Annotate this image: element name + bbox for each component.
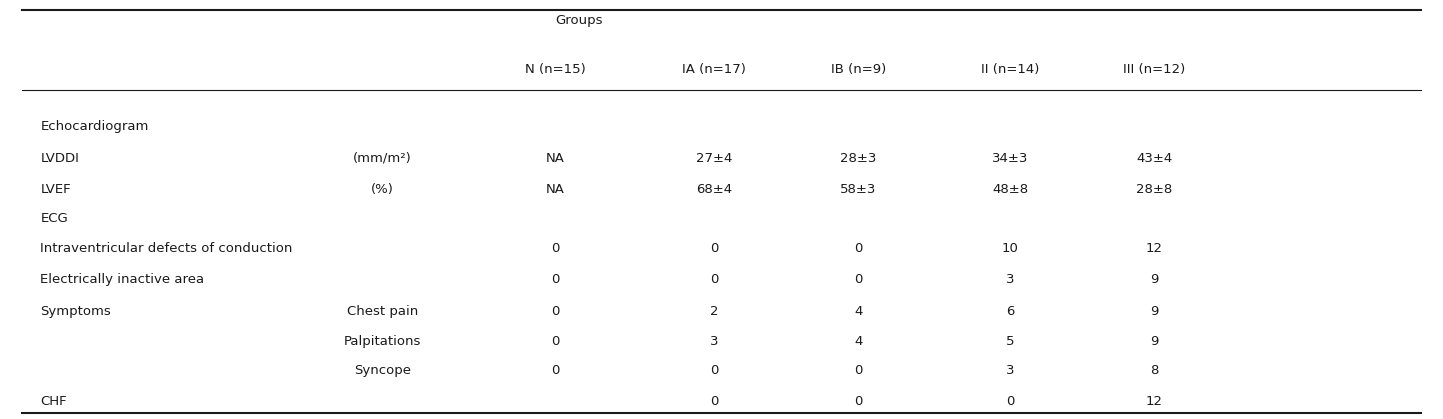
Text: IB (n=9): IB (n=9) xyxy=(831,62,886,76)
Text: Echocardiogram: Echocardiogram xyxy=(40,120,149,133)
Text: 0: 0 xyxy=(551,305,560,318)
Text: LVEF: LVEF xyxy=(40,183,71,196)
Text: 4: 4 xyxy=(854,335,863,348)
Text: 5: 5 xyxy=(1006,335,1014,348)
Text: 0: 0 xyxy=(854,395,863,408)
Text: 0: 0 xyxy=(710,364,719,378)
Text: 0: 0 xyxy=(551,364,560,378)
Text: CHF: CHF xyxy=(40,395,66,408)
Text: NA: NA xyxy=(545,152,566,165)
Text: Syncope: Syncope xyxy=(354,364,411,378)
Text: 9: 9 xyxy=(1150,273,1159,286)
Text: 48±8: 48±8 xyxy=(991,183,1029,196)
Text: (%): (%) xyxy=(371,183,394,196)
Text: 6: 6 xyxy=(1006,305,1014,318)
Text: 68±4: 68±4 xyxy=(696,183,733,196)
Text: 0: 0 xyxy=(710,242,719,255)
Text: 28±8: 28±8 xyxy=(1136,183,1173,196)
Text: 9: 9 xyxy=(1150,305,1159,318)
Text: 0: 0 xyxy=(854,364,863,378)
Text: 58±3: 58±3 xyxy=(840,183,877,196)
Text: 4: 4 xyxy=(854,305,863,318)
Text: Electrically inactive area: Electrically inactive area xyxy=(40,273,205,286)
Text: Intraventricular defects of conduction: Intraventricular defects of conduction xyxy=(40,242,293,255)
Text: 3: 3 xyxy=(1006,364,1014,378)
Text: 34±3: 34±3 xyxy=(991,152,1029,165)
Text: 0: 0 xyxy=(551,335,560,348)
Text: 12: 12 xyxy=(1146,395,1163,408)
Text: N (n=15): N (n=15) xyxy=(525,62,586,76)
Text: Symptoms: Symptoms xyxy=(40,305,111,318)
Text: 12: 12 xyxy=(1146,242,1163,255)
Text: 0: 0 xyxy=(710,395,719,408)
Text: 3: 3 xyxy=(1006,273,1014,286)
Text: NA: NA xyxy=(545,183,566,196)
Text: 43±4: 43±4 xyxy=(1136,152,1173,165)
Text: 27±4: 27±4 xyxy=(696,152,733,165)
Text: 2: 2 xyxy=(710,305,719,318)
Text: Chest pain: Chest pain xyxy=(346,305,418,318)
Text: 0: 0 xyxy=(854,242,863,255)
Text: 28±3: 28±3 xyxy=(840,152,877,165)
Text: IA (n=17): IA (n=17) xyxy=(683,62,746,76)
Text: 0: 0 xyxy=(710,273,719,286)
Text: III (n=12): III (n=12) xyxy=(1123,62,1186,76)
Text: (mm/m²): (mm/m²) xyxy=(354,152,411,165)
Text: II (n=14): II (n=14) xyxy=(981,62,1039,76)
Text: 3: 3 xyxy=(710,335,719,348)
Text: 0: 0 xyxy=(1006,395,1014,408)
Text: 0: 0 xyxy=(551,242,560,255)
Text: Palpitations: Palpitations xyxy=(343,335,421,348)
Text: Groups: Groups xyxy=(556,14,603,27)
Text: LVDDI: LVDDI xyxy=(40,152,79,165)
Text: 9: 9 xyxy=(1150,335,1159,348)
Text: 0: 0 xyxy=(551,273,560,286)
Text: 8: 8 xyxy=(1150,364,1159,378)
Text: 0: 0 xyxy=(854,273,863,286)
Text: 10: 10 xyxy=(1001,242,1019,255)
Text: ECG: ECG xyxy=(40,212,68,225)
